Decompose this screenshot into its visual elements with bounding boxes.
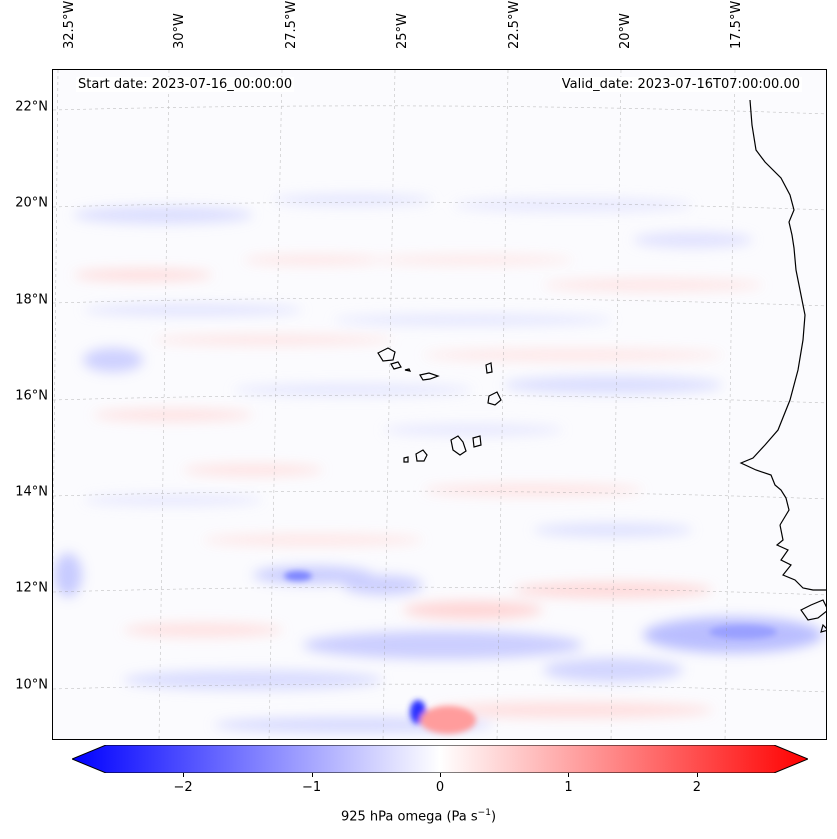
colorbar-tickmark <box>440 773 441 777</box>
map-panel[interactable] <box>52 69 827 740</box>
valid-date-text: Valid_date: 2023-07-16T07:00:00.00 <box>559 77 802 92</box>
lon-label: 22.5°W <box>507 0 522 49</box>
lon-label: 20°W <box>618 13 633 49</box>
colorbar-tick-label: 0 <box>435 780 445 795</box>
colorbar-tick-label: −1 <box>301 780 322 795</box>
lon-label: 25°W <box>395 13 410 49</box>
colorbar-bar <box>70 744 810 774</box>
colorbar <box>70 744 810 774</box>
colorbar-tick-label: −2 <box>173 780 193 795</box>
colorbar-tick-label: 2 <box>692 780 702 795</box>
colorbar-tickmark <box>311 773 313 777</box>
lat-label: 14°N <box>15 484 48 500</box>
coastline <box>739 99 826 633</box>
lon-label: 17.5°W <box>729 0 744 49</box>
cape-verde-islands <box>377 347 502 463</box>
lon-label: 32.5°W <box>62 0 77 49</box>
colorbar-tickmark <box>696 773 698 777</box>
lat-label: 20°N <box>15 195 48 211</box>
colorbar-tickmark <box>568 773 570 777</box>
gridlines <box>53 70 826 739</box>
lat-label: 22°N <box>15 99 48 115</box>
lat-label: 10°N <box>15 677 48 693</box>
lon-label: 30°W <box>172 13 187 49</box>
colorbar-label: 925 hPa omega (Pa s−1) <box>340 808 497 825</box>
start-date-text: Start date: 2023-07-16_00:00:00 <box>76 77 295 92</box>
lon-label: 27.5°W <box>284 0 299 49</box>
omega-field <box>53 70 826 739</box>
lat-label: 16°N <box>15 388 48 404</box>
lat-label: 18°N <box>15 292 48 308</box>
colorbar-tickmark <box>183 773 185 777</box>
lat-label: 12°N <box>15 580 48 596</box>
colorbar-tick-label: 1 <box>564 780 573 795</box>
